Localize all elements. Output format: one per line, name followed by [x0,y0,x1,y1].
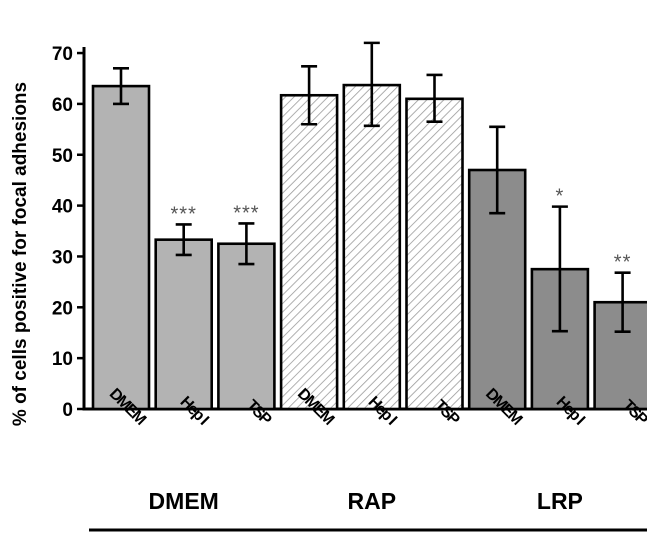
bar [405,97,464,411]
y-axis-label: % of cells positive for focal adhesions [10,82,31,426]
y-tick-label: 10 [52,349,73,370]
y-tick-label: 70 [52,44,73,65]
bar [217,242,276,411]
y-tick-label: 0 [62,400,73,421]
group-label: LRP [537,488,583,514]
bar [279,93,339,411]
y-tick-label: 30 [52,247,73,268]
significance-label: * [556,186,565,208]
group-label: RAP [348,488,397,514]
y-tick-label: 20 [52,298,73,319]
bar [154,238,213,411]
y-tick-label: 60 [52,95,73,116]
bar [593,300,647,411]
significance-label: *** [233,202,259,224]
group-label: DMEM [149,488,219,514]
significance-label: *** [171,203,197,225]
bar [342,83,402,411]
bars [91,41,647,411]
significance-label: ** [614,252,632,274]
bar [91,84,151,411]
y-tick-label: 50 [52,146,73,167]
y-tick-label: 40 [52,197,73,218]
